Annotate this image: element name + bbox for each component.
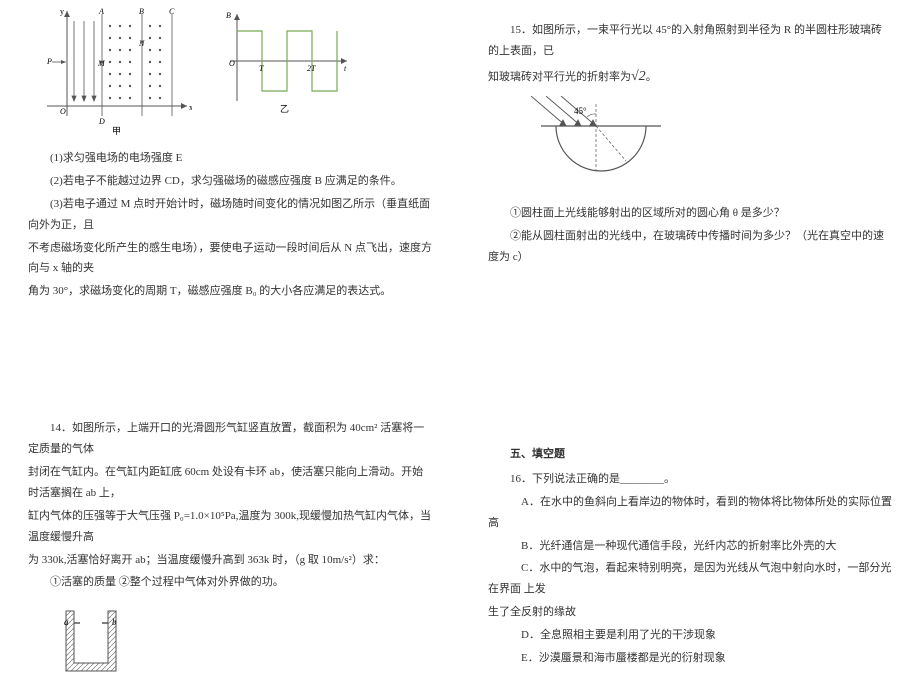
q15-sub: ①圆柱面上光线能够射出的区域所对的圆心角 θ 是多少？ ②能从圆柱面射出的光线中…	[488, 203, 892, 268]
q16-l1: 16．下列说法正确的是________。	[488, 469, 892, 490]
label-P: P	[46, 57, 52, 66]
q14-l2: 封闭在气缸内。在气缸内距缸底 60cm 处设有卡环 ab，使活塞只能向上滑动。开…	[28, 462, 432, 504]
q13-text: (1)求匀强电场的电场强度 E (2)若电子不能越过边界 CD，求匀强磁场的磁感…	[28, 148, 432, 302]
q15-l1-2-before: 知玻璃砖对平行光的折射率为	[488, 71, 631, 83]
axis-x: x	[189, 103, 192, 112]
label-C: C	[169, 7, 175, 16]
sqrt2: √2	[631, 69, 646, 84]
label-T: T	[259, 64, 264, 73]
axis-y: y	[60, 7, 64, 16]
q15-l3: ②能从圆柱面射出的光线中，在玻璃砖中传播时间为多少？（光在真空中的速度为 c）	[488, 226, 892, 268]
q13-diagrams: x y A B C D	[42, 6, 432, 136]
spacer-right-2	[488, 384, 892, 414]
label-D: D	[98, 117, 105, 126]
q13-l2: (2)若电子不能越过边界 CD，求匀强磁场的磁感应强度 B 应满足的条件。	[28, 171, 432, 192]
q13-l1: (1)求匀强电场的电场强度 E	[28, 148, 432, 169]
diagram-field: x y A B C D	[42, 6, 192, 136]
q15-l1-2-after: 。	[646, 71, 657, 83]
q16-d: D．全息照相主要是利用了光的干涉现象	[488, 625, 892, 646]
axis-B: B	[226, 11, 231, 20]
q14-l1: 14．如图所示，上端开口的光滑圆形气缸竖直放置，截面积为 40cm² 活塞将一定…	[28, 418, 432, 460]
q16-c1: C．水中的气泡，看起来特别明亮，是因为光线从气泡中射向水时，一部分光在界面 上发	[488, 558, 892, 600]
label-M: M	[97, 59, 106, 68]
caption-left: 甲	[112, 126, 121, 136]
q14-l3: 缸内气体的压强等于大气压强 P₀=1.0×10⁵Pa,温度为 300k,现缓慢加…	[28, 506, 432, 548]
label-N: N	[138, 39, 145, 48]
label-a: a	[64, 617, 69, 627]
label-b: b	[112, 617, 117, 627]
q15-l2: ①圆柱面上光线能够射出的区域所对的圆心角 θ 是多少？	[488, 203, 892, 224]
q13-l3-2: 不考虑磁场变化所产生的感生电场），要使电子运动一段时间后从 N 点飞出，速度方向…	[28, 238, 432, 280]
section-5-title: 五、填空题	[488, 444, 892, 465]
diagram-semicircle: 45°	[516, 96, 892, 189]
caption-right: 乙	[280, 104, 289, 114]
q16-b: B．光纤通信是一种现代通信手段，光纤内芯的折射率比外壳的大	[488, 536, 892, 557]
label-A: A	[98, 7, 104, 16]
diagram-cylinder: a b	[56, 601, 432, 689]
angle-45: 45°	[574, 106, 587, 116]
axis-t: t	[344, 64, 347, 73]
label-O: O	[60, 107, 66, 116]
q13-l3-3: 角为 30°，求磁场变化的周期 T，磁感应强度 B₀ 的大小各应满足的表达式。	[28, 281, 432, 302]
q14-l4: 为 330k,活塞恰好离开 ab；当温度缓慢升高到 363k 时，（g 取 10…	[28, 550, 432, 571]
q14-l5: ①活塞的质量 ②整个过程中气体对外界做的功。	[28, 572, 432, 593]
diagram-wave: B t T 2T O 乙	[222, 6, 352, 116]
q16-a: A．在水中的鱼斜向上看岸边的物体时，看到的物体将比物体所处的实际位置高	[488, 492, 892, 534]
q15-l1-1: 15．如图所示，一束平行光以 45°的入射角照射到半径为 R 的半圆柱形玻璃砖的…	[488, 20, 892, 62]
q16-e: E．沙漠蜃景和海市蜃楼都是光的衍射现象	[488, 648, 892, 669]
label-2T: 2T	[307, 64, 316, 73]
spacer-right	[488, 274, 892, 384]
q14-text: 14．如图所示，上端开口的光滑圆形气缸竖直放置，截面积为 40cm² 活塞将一定…	[28, 418, 432, 593]
q13-l3-1: (3)若电子通过 M 点时开始计时，磁场随时间变化的情况如图乙所示（垂直纸面向外…	[28, 194, 432, 236]
q16-text: 16．下列说法正确的是________。 A．在水中的鱼斜向上看岸边的物体时，看…	[488, 469, 892, 669]
q15-text: 15．如图所示，一束平行光以 45°的入射角照射到半径为 R 的半圆柱形玻璃砖的…	[488, 20, 892, 90]
spacer	[28, 308, 432, 418]
label-B: B	[139, 7, 144, 16]
q15-l1-2: 知玻璃砖对平行光的折射率为√2。	[488, 64, 892, 91]
label-O2: O	[229, 59, 235, 68]
q16-c2: 生了全反射的缘故	[488, 602, 892, 623]
